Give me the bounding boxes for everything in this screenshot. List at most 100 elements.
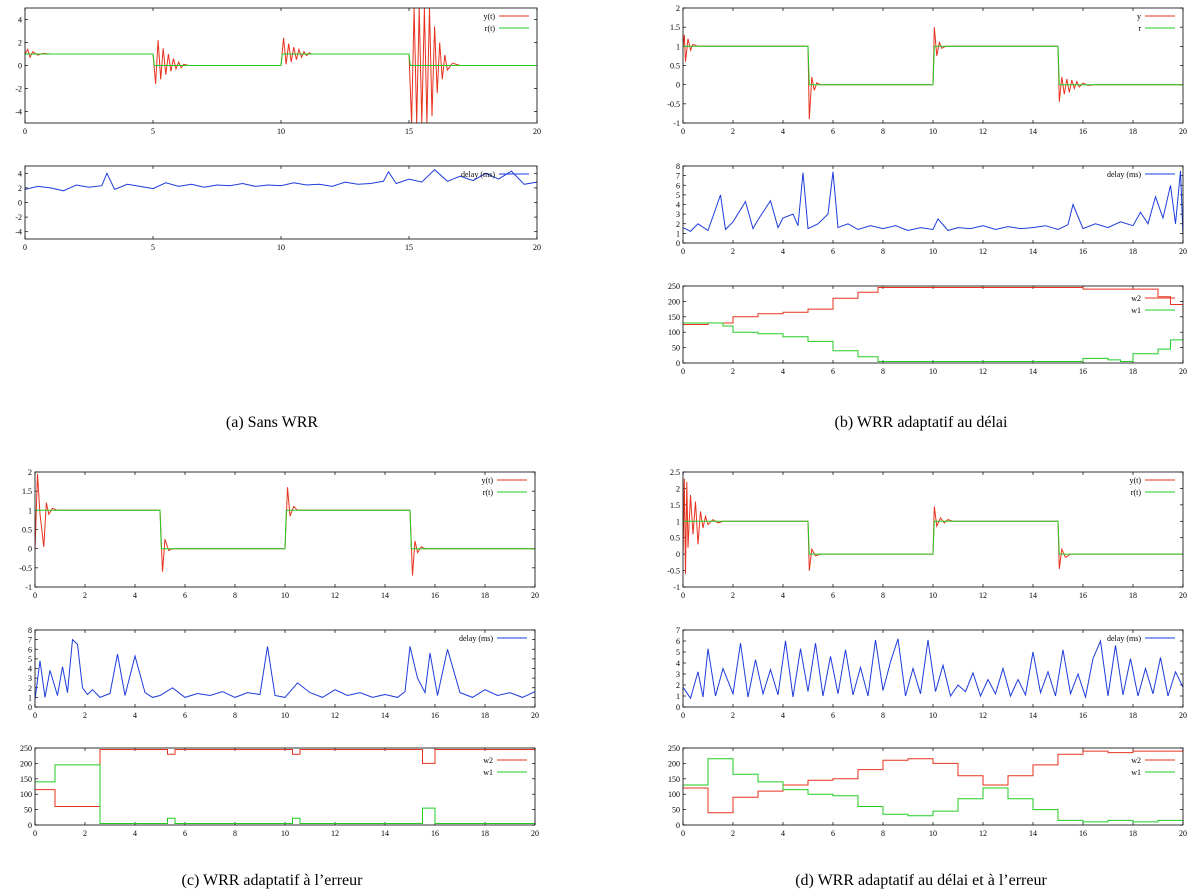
- chart-b-response: 0 2 4 6 8 10 12 14 16 18 20 -1 -0.5 0 0.5 1 1.5 2 yr: [667, 4, 1187, 136]
- series-line-w2: [683, 749, 1183, 814]
- x-tick-label: 2: [731, 591, 735, 600]
- x-tick-label: 6: [831, 247, 835, 256]
- y-tick-label: 150: [20, 775, 32, 784]
- x-tick-label: 18: [1129, 711, 1137, 720]
- y-tick-label: 2: [28, 468, 32, 477]
- x-tick-label: 12: [979, 829, 987, 838]
- legend-label: w2: [483, 756, 493, 765]
- y-tick-label: -1: [673, 119, 680, 128]
- x-tick-label: 20: [1179, 247, 1187, 256]
- y-tick-label: 0: [28, 545, 32, 554]
- legend-label: r(t): [483, 488, 494, 497]
- y-tick-label: 0: [676, 703, 680, 712]
- plot-frame: [682, 7, 1184, 124]
- x-tick-label: 16: [431, 829, 439, 838]
- x-tick-label: 10: [281, 591, 289, 600]
- x-tick-label: 14: [381, 829, 389, 838]
- x-tick-label: 0: [681, 247, 685, 256]
- x-tick-label: 4: [133, 591, 137, 600]
- x-tick-label: 18: [481, 829, 489, 838]
- y-tick-label: -0.5: [19, 564, 32, 573]
- x-tick-label: 0: [23, 243, 27, 252]
- y-tick-label: 1.5: [22, 487, 32, 496]
- x-tick-label: 12: [979, 711, 987, 720]
- x-tick-label: 4: [781, 127, 785, 136]
- y-tick-label: 2: [676, 4, 680, 13]
- x-tick-label: 4: [781, 591, 785, 600]
- y-tick-label: 0: [676, 239, 680, 248]
- x-tick-label: 2: [731, 711, 735, 720]
- x-tick-label: 2: [83, 591, 87, 600]
- x-tick-label: 6: [183, 591, 187, 600]
- x-tick-label: 12: [331, 829, 339, 838]
- series-line-delay-ms-: [35, 638, 535, 700]
- plot-frame: [24, 165, 538, 240]
- x-tick-label: 0: [681, 829, 685, 838]
- y-tick-label: 250: [668, 282, 680, 291]
- y-tick-label: 7: [28, 636, 32, 645]
- x-tick-label: 8: [881, 367, 885, 376]
- plot-frame: [24, 7, 538, 124]
- y-tick-label: 7: [676, 172, 680, 181]
- x-tick-label: 14: [381, 591, 389, 600]
- y-tick-label: 1: [676, 42, 680, 51]
- y-tick-label: 7: [676, 626, 680, 635]
- y-tick-label: 0.5: [670, 62, 680, 71]
- legend-label: w1: [1131, 768, 1141, 777]
- x-tick-label: 4: [781, 711, 785, 720]
- x-tick-label: 20: [533, 243, 541, 252]
- y-tick-label: 1: [676, 229, 680, 238]
- x-tick-label: 12: [979, 591, 987, 600]
- x-tick-label: 16: [1079, 247, 1087, 256]
- legend-label: w2: [1131, 294, 1141, 303]
- y-tick-label: 0.5: [22, 526, 32, 535]
- x-tick-label: 14: [381, 711, 389, 720]
- x-tick-label: 8: [881, 247, 885, 256]
- series-line-r: [683, 45, 1183, 86]
- y-tick-label: 0.5: [670, 534, 680, 543]
- x-tick-label: 2: [731, 127, 735, 136]
- x-tick-label: 0: [33, 711, 37, 720]
- x-tick-label: 10: [277, 243, 285, 252]
- y-tick-label: 0: [18, 62, 22, 71]
- x-tick-label: 20: [1179, 367, 1187, 376]
- series-line-delay-ms-: [25, 169, 537, 192]
- y-tick-label: 100: [20, 790, 32, 799]
- x-tick-label: 4: [781, 829, 785, 838]
- legend-label: w2: [1131, 756, 1141, 765]
- legend-label: w1: [1131, 306, 1141, 315]
- x-tick-label: 4: [781, 247, 785, 256]
- legend-label: delay (ms): [459, 634, 493, 643]
- y-tick-label: -2: [15, 85, 22, 94]
- y-tick-label: 250: [20, 744, 32, 753]
- x-tick-label: 8: [881, 127, 885, 136]
- x-tick-label: 16: [431, 591, 439, 600]
- y-tick-label: 100: [668, 790, 680, 799]
- y-tick-label: 2: [676, 484, 680, 493]
- chart-a-delay: 0 5 10 15 20 -4 -2 0 2 4 delay (ms): [15, 165, 541, 252]
- legend-label: y(t): [481, 476, 493, 485]
- x-tick-label: 20: [531, 829, 539, 838]
- x-tick-label: 10: [929, 247, 937, 256]
- y-tick-label: 4: [18, 16, 22, 25]
- y-tick-label: 3: [676, 210, 680, 219]
- caption-b: (b) WRR adaptatif au délai: [835, 414, 1009, 431]
- x-tick-label: 20: [1179, 829, 1187, 838]
- x-tick-label: 10: [929, 591, 937, 600]
- y-tick-label: 2: [676, 220, 680, 229]
- y-tick-label: 150: [668, 775, 680, 784]
- y-tick-label: 50: [672, 344, 680, 353]
- y-tick-label: 2: [676, 681, 680, 690]
- y-tick-label: 250: [668, 744, 680, 753]
- legend-label: y(t): [483, 12, 495, 21]
- x-tick-label: 2: [83, 711, 87, 720]
- plot-frame: [682, 747, 1184, 826]
- x-tick-label: 14: [1029, 591, 1037, 600]
- legend-label: w1: [483, 768, 493, 777]
- legend-label: delay (ms): [461, 170, 495, 179]
- x-tick-label: 6: [831, 367, 835, 376]
- x-tick-label: 12: [979, 247, 987, 256]
